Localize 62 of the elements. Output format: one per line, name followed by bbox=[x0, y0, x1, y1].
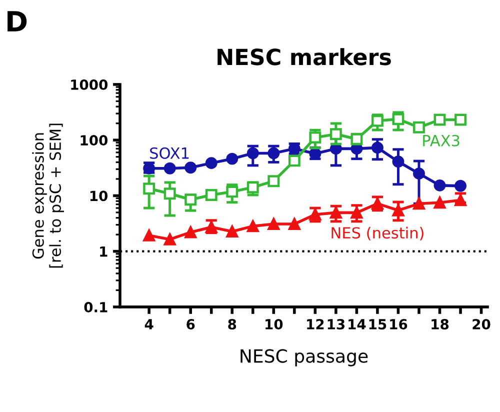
point bbox=[246, 147, 259, 160]
point bbox=[246, 181, 259, 194]
x-tick-label: 6 bbox=[186, 319, 195, 330]
point bbox=[392, 204, 404, 216]
point bbox=[330, 206, 342, 219]
y-tick-label: 100 bbox=[80, 135, 108, 146]
chart-title: NESC markers bbox=[218, 48, 391, 66]
x-tick-label: 14 bbox=[348, 319, 366, 330]
point bbox=[164, 233, 176, 246]
point bbox=[184, 194, 197, 206]
point bbox=[350, 206, 363, 219]
x-tick-label: 10 bbox=[266, 318, 283, 330]
point bbox=[330, 128, 342, 140]
point bbox=[371, 114, 384, 127]
point bbox=[434, 179, 446, 192]
point bbox=[226, 226, 238, 238]
point bbox=[413, 168, 425, 180]
x-tick-label: 13 bbox=[328, 318, 344, 330]
y-tick-label: 1000 bbox=[71, 79, 108, 90]
point bbox=[392, 156, 404, 168]
point bbox=[434, 114, 446, 126]
point bbox=[268, 175, 280, 188]
point bbox=[371, 142, 384, 154]
point bbox=[268, 147, 280, 160]
point bbox=[164, 162, 176, 174]
point bbox=[205, 157, 218, 170]
point bbox=[226, 186, 238, 198]
point bbox=[164, 188, 176, 200]
point bbox=[268, 218, 280, 230]
point bbox=[392, 113, 404, 126]
point bbox=[309, 132, 322, 144]
x-tick-label: 4 bbox=[144, 319, 154, 330]
point bbox=[184, 226, 197, 238]
y-tick-label: 1 bbox=[100, 246, 108, 257]
x-tick-label: 18 bbox=[432, 318, 449, 330]
text: D bbox=[8, 11, 27, 32]
point bbox=[143, 229, 156, 242]
point bbox=[184, 162, 197, 174]
x-tick-label: 20 bbox=[472, 318, 490, 330]
series-label: SOX1 bbox=[150, 147, 189, 159]
point bbox=[413, 198, 425, 210]
point bbox=[434, 196, 446, 209]
x-tick-label: 16 bbox=[390, 319, 408, 330]
point bbox=[309, 208, 322, 220]
x-tick-label: 15 bbox=[369, 319, 386, 330]
point bbox=[288, 154, 300, 167]
series-label: PAX3 bbox=[423, 134, 460, 146]
point bbox=[226, 152, 238, 165]
x-tick-label: 8 bbox=[228, 318, 236, 330]
point bbox=[288, 218, 300, 230]
y-axis-title: Gene expression [rel. to pSC + SEM] bbox=[32, 124, 64, 268]
series-label: NES (nestin) bbox=[332, 226, 424, 240]
point bbox=[454, 180, 466, 192]
y-tick-label: 0.1 bbox=[84, 302, 108, 312]
point bbox=[143, 182, 156, 195]
point bbox=[454, 114, 466, 126]
y-tick-label: 10 bbox=[90, 190, 108, 202]
point bbox=[246, 220, 259, 232]
point bbox=[413, 121, 425, 134]
point bbox=[205, 189, 218, 201]
x-tick-label: 12 bbox=[307, 318, 324, 330]
x-axis-title: NESC passage bbox=[240, 349, 368, 366]
